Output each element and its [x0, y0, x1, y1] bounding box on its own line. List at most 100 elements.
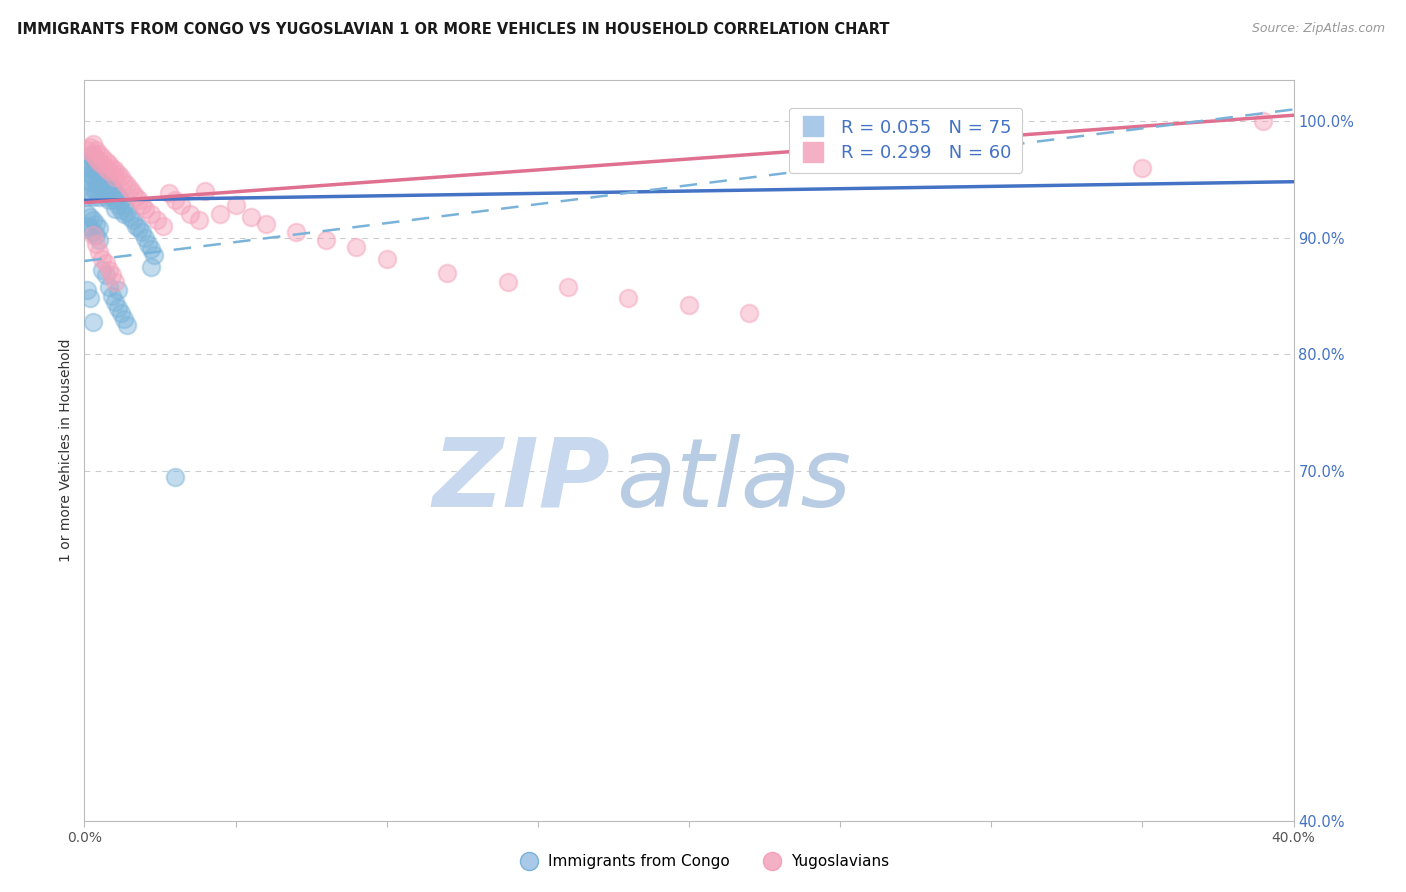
Point [136, 236, 159, 251]
Y-axis label: 1 or more Vehicles in Household: 1 or more Vehicles in Household [59, 339, 73, 562]
Point [112, 175, 135, 189]
Point [107, 188, 129, 202]
Point [209, 207, 232, 221]
Point [104, 275, 127, 289]
Point [104, 194, 127, 208]
Point [121, 213, 143, 227]
Text: atlas: atlas [616, 434, 852, 526]
Point [375, 252, 398, 266]
Point [617, 291, 640, 305]
Point [91, 157, 114, 171]
Point [86, 175, 108, 189]
Point [86, 236, 108, 251]
Point [1253, 114, 1275, 128]
Point [97, 194, 120, 208]
Point [86, 228, 108, 243]
Point [107, 301, 129, 315]
Point [118, 182, 141, 196]
Point [97, 175, 120, 189]
Point [110, 306, 132, 320]
Point [100, 161, 122, 175]
Point [125, 190, 148, 204]
Point [86, 184, 108, 198]
Point [97, 157, 120, 171]
Point [125, 219, 148, 233]
Point [79, 154, 101, 169]
Point [104, 184, 127, 198]
Point [79, 149, 101, 163]
Point [239, 210, 262, 224]
Point [100, 190, 122, 204]
Point [91, 186, 114, 201]
Text: Source: ZipAtlas.com: Source: ZipAtlas.com [1251, 22, 1385, 36]
Point [76, 143, 98, 157]
Point [89, 146, 111, 161]
Point [89, 178, 111, 193]
Point [107, 198, 129, 212]
Point [131, 198, 153, 212]
Point [107, 167, 129, 181]
Point [89, 161, 111, 175]
Point [97, 184, 120, 198]
Point [170, 198, 193, 212]
Point [557, 279, 579, 293]
Point [89, 221, 111, 235]
Point [194, 184, 217, 198]
Point [91, 167, 114, 181]
Point [1130, 161, 1153, 175]
Text: ZIP: ZIP [433, 434, 610, 526]
Point [128, 221, 150, 235]
Point [79, 210, 101, 224]
Point [285, 225, 308, 239]
Point [82, 169, 104, 184]
Point [86, 143, 108, 157]
Point [82, 161, 104, 175]
Point [128, 194, 150, 208]
Point [94, 161, 117, 175]
Point [97, 263, 120, 277]
Point [678, 298, 700, 312]
Point [91, 263, 114, 277]
Point [97, 279, 120, 293]
Point [89, 233, 111, 247]
Point [76, 207, 98, 221]
Point [82, 315, 104, 329]
Point [134, 202, 156, 216]
Point [165, 194, 187, 208]
Point [82, 213, 104, 227]
Point [82, 225, 104, 239]
Point [89, 154, 111, 169]
Point [146, 213, 169, 227]
Point [139, 207, 162, 221]
Point [110, 194, 132, 208]
Point [82, 228, 104, 243]
Point [79, 140, 101, 154]
Point [94, 268, 117, 282]
Point [121, 186, 143, 201]
Point [89, 190, 111, 204]
Point [94, 178, 117, 193]
Point [94, 169, 117, 184]
Point [139, 243, 162, 257]
Point [89, 244, 111, 259]
Point [104, 163, 127, 178]
Point [315, 233, 337, 247]
Point [82, 152, 104, 166]
Point [112, 198, 135, 212]
Point [112, 312, 135, 326]
Point [97, 164, 120, 178]
Point [86, 154, 108, 169]
Point [188, 213, 211, 227]
Point [82, 146, 104, 161]
Point [89, 169, 111, 183]
Point [76, 190, 98, 204]
Point [76, 172, 98, 186]
Point [179, 207, 201, 221]
Point [104, 294, 127, 309]
Point [107, 283, 129, 297]
Point [104, 202, 127, 216]
Point [496, 275, 519, 289]
Point [86, 152, 108, 166]
Point [91, 252, 114, 266]
Point [112, 207, 135, 221]
